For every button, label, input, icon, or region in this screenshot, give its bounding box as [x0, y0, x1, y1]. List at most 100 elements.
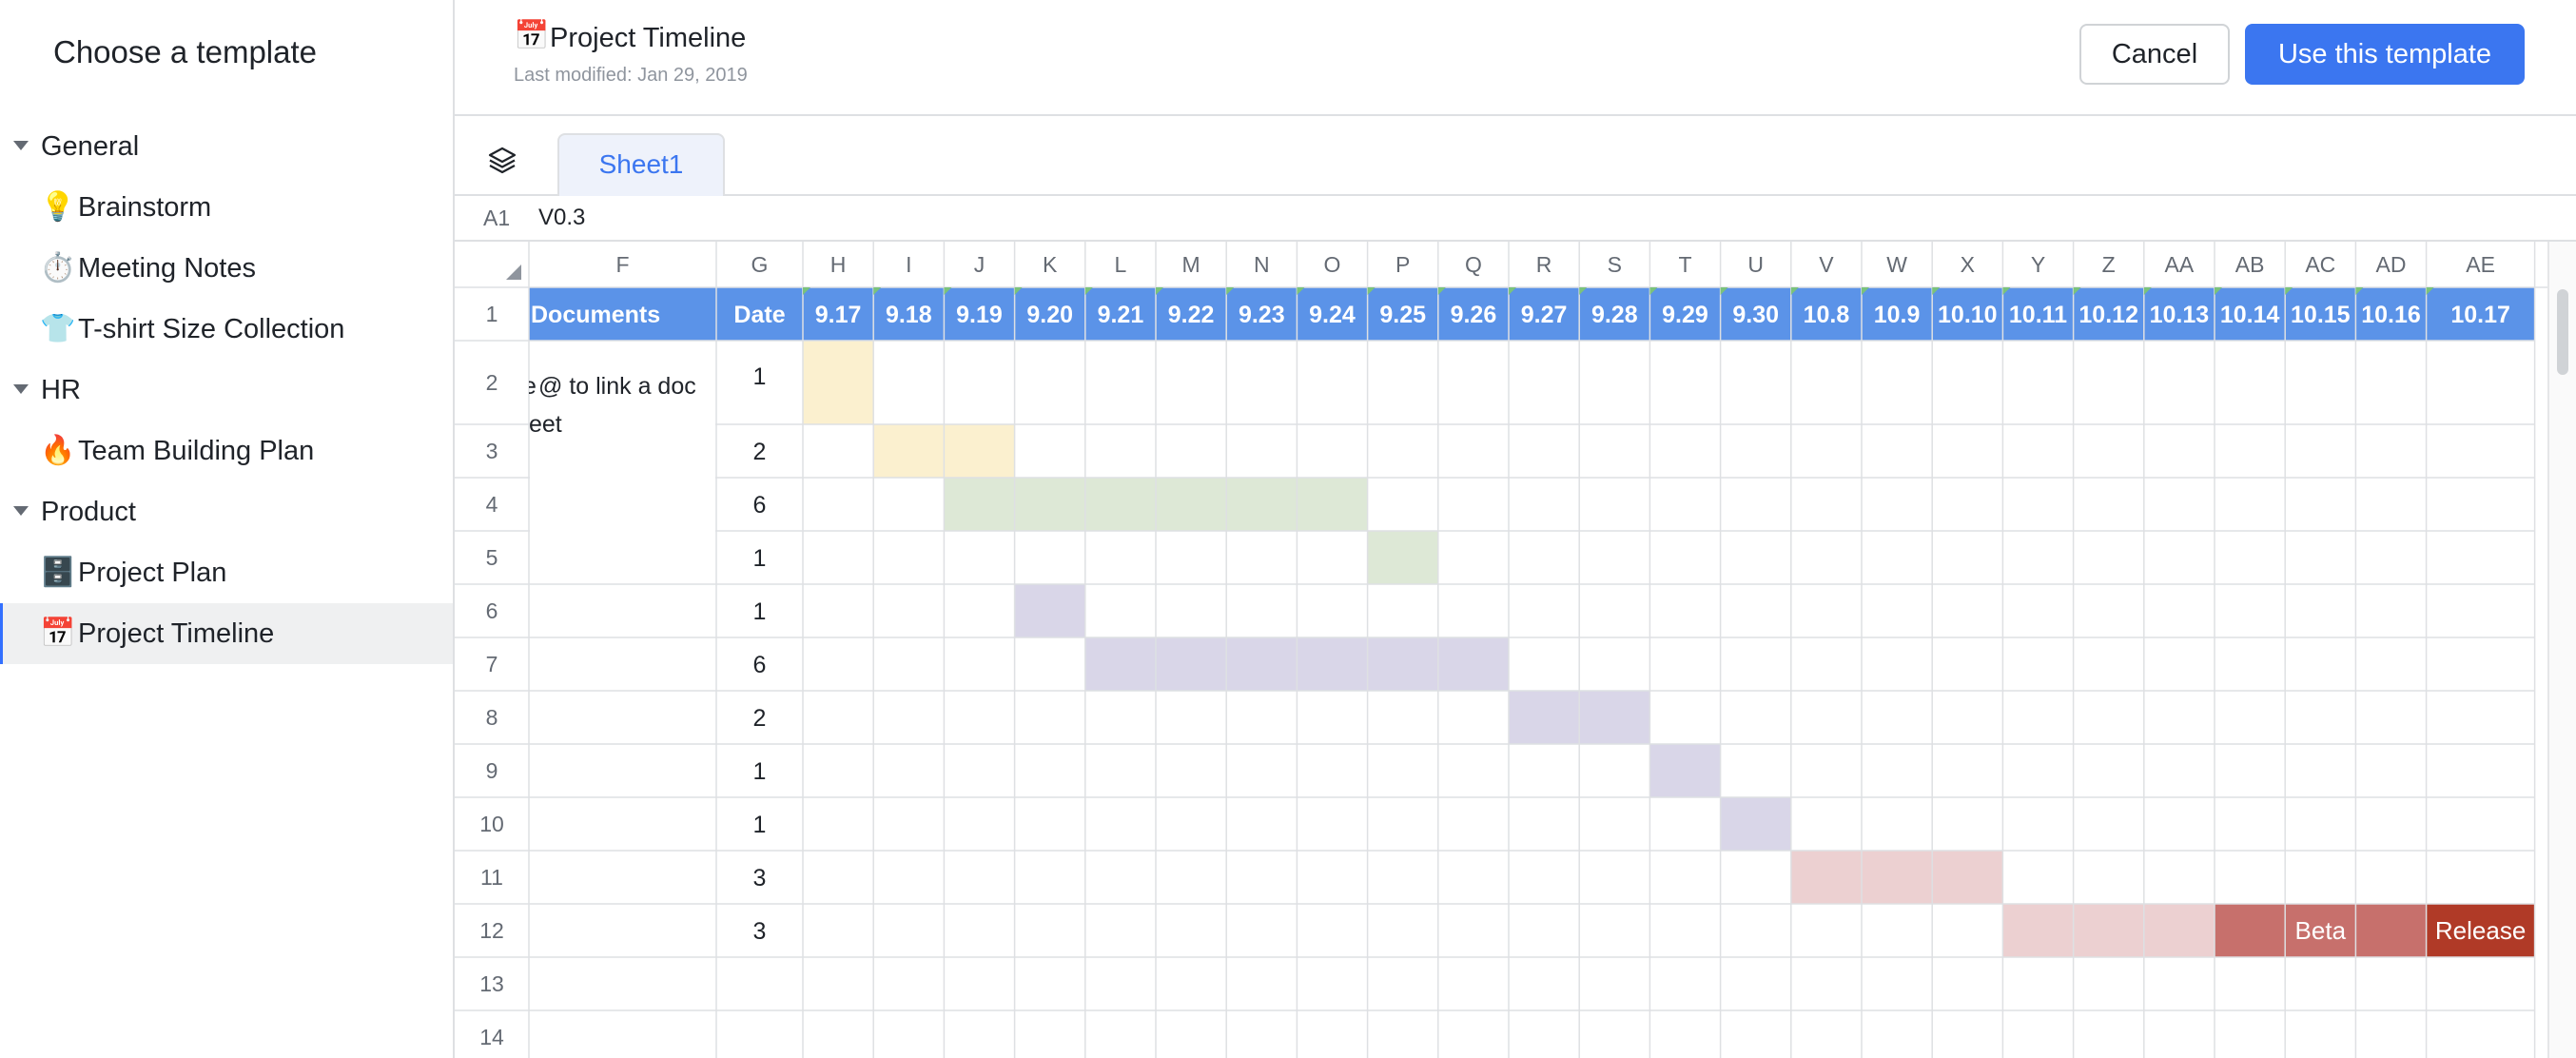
comment-marker-icon [1509, 287, 1516, 295]
duration-cell: 1 [753, 812, 767, 838]
header-cell-day: 9.26 [1451, 302, 1497, 328]
sidebar-item-brainstorm[interactable]: 💡 Brainstorm [0, 177, 453, 238]
column-header: T [1678, 252, 1691, 277]
header-cell-day: 10.16 [2361, 302, 2421, 328]
sidebar-item-label: Meeting Notes [78, 253, 256, 284]
duration-cell: 3 [753, 865, 767, 891]
column-header: I [906, 252, 911, 277]
gantt-bar [1367, 531, 1438, 584]
column-header: Q [1465, 252, 1482, 277]
header-cell-day: 9.20 [1026, 302, 1073, 328]
comment-marker-icon [1084, 287, 1093, 295]
sidebar-item-label: T-shirt Size Collection [78, 314, 345, 344]
gantt-bar [2002, 904, 2215, 957]
comment-marker-icon [2426, 287, 2434, 295]
sidebar-item-team-building[interactable]: 🔥 Team Building Plan [0, 421, 453, 481]
gantt-bar [1720, 797, 1791, 851]
vertical-scrollbar[interactable] [2547, 242, 2576, 1058]
comment-marker-icon [2285, 287, 2293, 295]
group-product[interactable]: Product [0, 483, 453, 540]
sheet-tab-bar: Sheet1 [455, 116, 2576, 196]
comment-marker-icon [803, 287, 810, 295]
comment-marker-icon [1226, 287, 1235, 295]
row-number: 13 [479, 971, 504, 996]
header-cell-day: 9.27 [1521, 302, 1568, 328]
row-number: 4 [486, 492, 498, 517]
stopwatch-icon: ⏱️ [40, 252, 76, 284]
column-header: K [1043, 252, 1058, 277]
sidebar-item-tshirt-size[interactable]: 👕 T-shirt Size Collection [0, 299, 453, 360]
sidebar-item-label: Brainstorm [78, 192, 212, 223]
row-number: 8 [486, 705, 498, 730]
calendar-icon: 📅 [514, 20, 550, 51]
header-cell-date: Date [733, 302, 785, 328]
comment-marker-icon [1932, 287, 1941, 295]
comment-marker-icon [2073, 287, 2081, 295]
header-cell-day: 9.28 [1591, 302, 1638, 328]
header-cell-day: 10.10 [1938, 302, 1998, 328]
select-all-corner-icon [506, 264, 521, 280]
comment-marker-icon [873, 287, 882, 295]
group-label: Product [41, 497, 136, 527]
header-cell-day: 10.8 [1804, 302, 1850, 328]
column-header: AA [2165, 252, 2195, 277]
sidebar-item-label: Project Plan [78, 558, 227, 588]
sidebar-item-meeting-notes[interactable]: ⏱️ Meeting Notes [0, 238, 453, 299]
column-header: AD [2376, 252, 2407, 277]
column-header: M [1182, 252, 1200, 277]
sidebar-item-label: Project Timeline [78, 618, 275, 649]
duration-cell: 3 [753, 918, 767, 945]
header-cell-day: 9.29 [1662, 302, 1708, 328]
row-number: 14 [479, 1025, 504, 1049]
cell-value[interactable]: V0.3 [538, 205, 586, 230]
comment-marker-icon [1014, 287, 1023, 295]
sidebar-item-project-plan[interactable]: 🗄️ Project Plan [0, 542, 453, 603]
comment-marker-icon [1437, 287, 1446, 295]
comment-marker-icon [2215, 287, 2222, 295]
use-template-button[interactable]: Use this template [2245, 24, 2525, 85]
row-number: 10 [479, 812, 504, 836]
caret-down-icon [13, 384, 29, 394]
group-general[interactable]: General [0, 118, 453, 175]
duration-cell: 6 [753, 652, 767, 678]
row-number: 11 [480, 865, 503, 890]
layers-icon[interactable] [487, 145, 517, 180]
header-cell-day: 9.25 [1379, 302, 1426, 328]
group-hr[interactable]: HR [0, 362, 453, 419]
duration-cell: 1 [753, 598, 767, 625]
gantt-bar [1649, 744, 1721, 797]
header-cell-day: 10.11 [2009, 302, 2067, 328]
fire-icon: 🔥 [40, 435, 76, 466]
tab-sheet1[interactable]: Sheet1 [557, 133, 725, 196]
column-header: G [751, 252, 769, 277]
cell-reference: A1 [483, 206, 511, 230]
spreadsheet-grid[interactable]: Beta Release F G H I J K L M N O P Q R S T U V W X Y Z AA AB AC AD… [455, 242, 2576, 1058]
duration-cell: 6 [753, 492, 767, 519]
duration-cell: 2 [753, 705, 767, 732]
column-header: AE [2466, 252, 2495, 277]
comment-marker-icon [2143, 287, 2152, 295]
gantt-bar [2426, 904, 2535, 957]
cancel-button[interactable]: Cancel [2079, 24, 2230, 85]
column-header: X [1961, 252, 1975, 277]
comment-marker-icon [2355, 287, 2364, 295]
merged-docs-cell [530, 342, 715, 583]
gantt-bar-label: Release [2435, 916, 2526, 945]
header-row-fill [529, 287, 2535, 341]
column-header: Z [2102, 252, 2116, 277]
header-cell-day: 9.18 [886, 302, 932, 328]
grid-canvas[interactable]: Beta Release F G H I J K L M N O P Q R S T U V W X Y Z AA AB AC AD… [455, 242, 2547, 1058]
header-cell-day: 10.17 [2450, 302, 2510, 328]
sidebar-title: Choose a template [53, 34, 318, 69]
header-cell-day: 9.21 [1098, 302, 1144, 328]
column-header: AC [2305, 252, 2335, 277]
header-cell-day: 9.17 [815, 302, 862, 328]
header-cell-day: 9.23 [1239, 302, 1285, 328]
row-number-gutter [455, 242, 529, 1058]
duration-cell: 1 [753, 758, 767, 785]
calendar-icon: 📅 [40, 617, 76, 649]
row-number: 9 [486, 758, 498, 783]
sidebar-item-project-timeline[interactable]: 📅 Project Timeline [0, 603, 453, 664]
header-cell-day: 10.14 [2220, 302, 2280, 328]
scroll-thumb[interactable] [2557, 289, 2568, 375]
